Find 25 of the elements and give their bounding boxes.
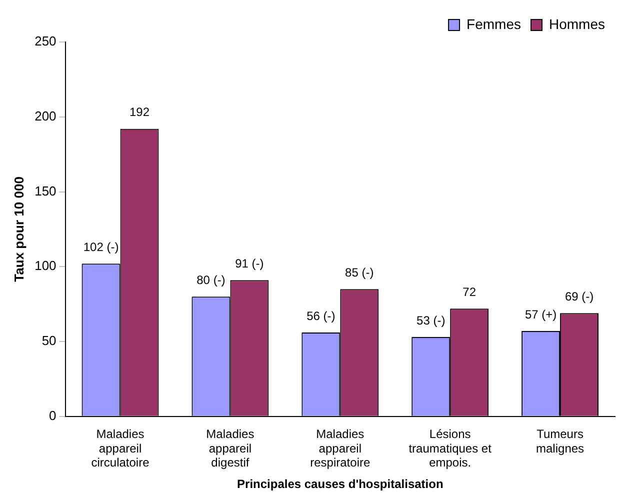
legend-label: Hommes [548, 16, 606, 32]
x-axis-title: Principales causes d'hospitalisation [237, 477, 444, 492]
data-label: 91 (-) [235, 256, 264, 270]
x-tick-label: Lésions traumatiques et empois. [408, 426, 492, 470]
y-tick-label: 100 [34, 258, 56, 274]
data-label: 57 (+) [524, 307, 557, 322]
y-tick-label: 150 [34, 183, 56, 198]
data-label: 192 [129, 105, 150, 120]
x-tick-label: Maladies appareil digestif [206, 426, 254, 470]
data-label: 69 (-) [564, 289, 594, 304]
x-tick-label: Maladies appareil circulatoire [91, 426, 150, 470]
data-label: 85 (-) [345, 265, 374, 280]
x-tick-label: Maladies appareil respiratoire [310, 426, 370, 470]
data-label: 72 [462, 284, 476, 299]
y-tick-label: 50 [42, 333, 56, 348]
x-tick-label: Tumeurs malignes [536, 426, 584, 456]
data-label: 53 (-) [416, 313, 446, 328]
data-label: 80 (-) [196, 272, 226, 287]
y-tick-label: 0 [49, 408, 56, 423]
y-tick-label: 250 [34, 34, 56, 49]
data-label: 102 (-) [83, 240, 119, 254]
y-tick-label: 200 [34, 108, 56, 124]
legend-label: Femmes [466, 16, 521, 32]
y-axis-title: Taux pour 10 000 [11, 176, 26, 282]
data-label: 56 (-) [306, 308, 336, 323]
